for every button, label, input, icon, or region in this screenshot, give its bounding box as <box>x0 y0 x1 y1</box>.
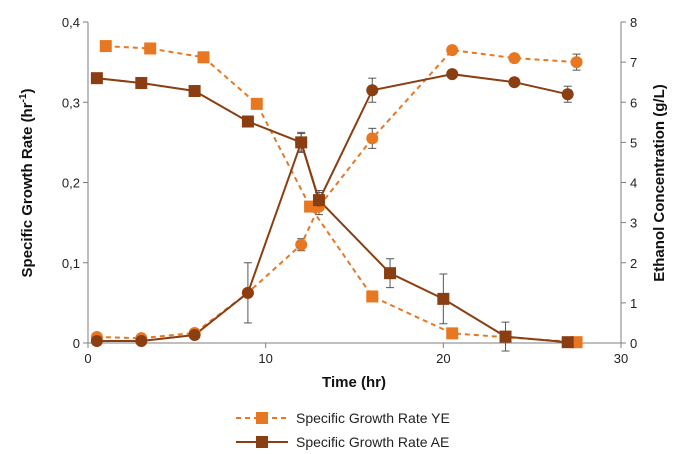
x-tick-label-2: 20 <box>436 351 450 366</box>
series-3-point-3 <box>241 286 254 299</box>
y-left-tick-label-2: 0,2 <box>62 176 80 191</box>
legend-marker-ae <box>256 436 268 448</box>
y-axis-left-title: Specific Growth Rate (hr-1) <box>18 89 36 278</box>
series-2-point-4 <box>295 238 308 251</box>
x-tick-label-1: 10 <box>258 351 272 366</box>
series-lines <box>96 45 577 344</box>
y-axis-left-title-main: Specific Growth Rate (hr <box>19 102 36 277</box>
y-right-tick-label-4: 4 <box>630 176 637 191</box>
y-left-tick-label-1: 0,1 <box>62 256 80 271</box>
y-right-tick-label-0: 0 <box>630 336 637 351</box>
series-1-line <box>96 77 568 344</box>
series-0-point-1 <box>144 42 157 55</box>
series-0-line <box>105 45 577 344</box>
series-2-point-6 <box>366 132 379 145</box>
y-right-tick-label-1: 1 <box>630 296 637 311</box>
series-2-point-9 <box>570 56 583 69</box>
y-axis-left-title-close: ) <box>19 89 36 94</box>
series-1-point-5 <box>312 194 325 207</box>
x-tick-label-3: 30 <box>614 351 628 366</box>
legend-item-ye: Specific Growth Rate YE <box>236 410 450 426</box>
series-1-point-9 <box>561 336 574 349</box>
legend-label-ye: Specific Growth Rate YE <box>296 410 450 426</box>
x-axis-title: Time (hr) <box>322 374 386 391</box>
y-right-tick-label-6: 6 <box>630 95 637 110</box>
y-right-tick-label-8: 8 <box>630 15 637 30</box>
y-left-tick-label-3: 0,3 <box>62 95 80 110</box>
series-1-point-3 <box>241 115 254 128</box>
y-left-tick-label-4: 0,4 <box>62 15 80 30</box>
legend-item-ae: Specific Growth Rate AE <box>236 434 449 450</box>
series-1-point-4 <box>295 136 308 149</box>
series-1-point-1 <box>135 76 148 89</box>
series-0-point-2 <box>197 51 210 64</box>
series-0-point-0 <box>99 40 112 53</box>
series-1-point-7 <box>437 292 450 305</box>
legend-label-ae: Specific Growth Rate AE <box>296 434 449 450</box>
y-right-tick-label-5: 5 <box>630 135 637 150</box>
y-left-tick-label-0: 0 <box>73 336 80 351</box>
legend: Specific Growth Rate YE Specific Growth … <box>236 410 450 450</box>
error-bars <box>243 53 581 352</box>
y-axis-right-title: Ethanol Concentration (g/L) <box>651 84 668 281</box>
series-0-point-5 <box>366 290 379 303</box>
series-0-point-3 <box>250 97 263 110</box>
series-1-point-8 <box>499 330 512 343</box>
y-right-tick-label-7: 7 <box>630 55 637 70</box>
y-right-tick-label-3: 3 <box>630 216 637 231</box>
y-right-tick-label-2: 2 <box>630 256 637 271</box>
legend-marker-ye <box>256 412 268 424</box>
x-tick-label-0: 0 <box>84 351 91 366</box>
series-1-point-2 <box>188 85 201 98</box>
series-1-point-0 <box>90 72 103 85</box>
series-markers <box>90 40 583 349</box>
series-0-point-6 <box>446 327 459 340</box>
y-axis-left-title-sup: -1 <box>18 93 29 102</box>
series-2-point-7 <box>446 44 459 57</box>
series-3-point-6 <box>366 84 379 97</box>
series-1-point-6 <box>384 267 397 280</box>
series-2-line <box>96 49 577 340</box>
series-3-point-2 <box>188 328 201 341</box>
series-3-point-8 <box>508 76 521 89</box>
series-3-point-9 <box>561 88 574 101</box>
series-2-point-8 <box>508 52 521 65</box>
series-3-point-0 <box>90 334 103 347</box>
series-3-point-1 <box>135 334 148 347</box>
series-3-point-7 <box>446 68 459 81</box>
series-3-line <box>96 73 568 342</box>
